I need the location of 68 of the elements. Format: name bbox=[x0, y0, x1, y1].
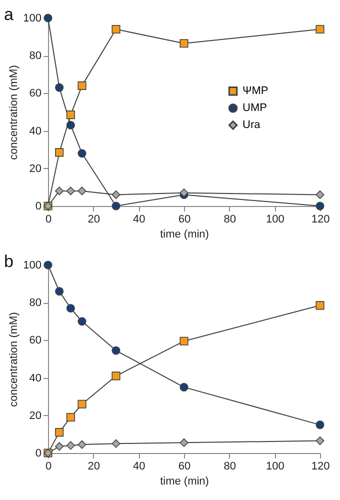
legend-label: ΨMP bbox=[242, 85, 268, 98]
point bbox=[180, 382, 188, 392]
point bbox=[55, 287, 64, 296]
x-tick-label: 80 bbox=[224, 214, 236, 226]
x-axis-title: time (min) bbox=[160, 228, 209, 240]
x-axis-title: time (min) bbox=[160, 476, 209, 488]
chart-title: a bbox=[4, 5, 14, 24]
point bbox=[112, 25, 120, 34]
point bbox=[112, 372, 120, 380]
point bbox=[316, 190, 324, 199]
point bbox=[316, 301, 324, 310]
x-tick-label: 100 bbox=[266, 214, 284, 226]
point bbox=[66, 110, 75, 120]
y-tick-label: 0 bbox=[35, 200, 42, 212]
point bbox=[55, 148, 64, 157]
point bbox=[66, 120, 75, 130]
point bbox=[180, 336, 188, 346]
point bbox=[112, 346, 120, 355]
point bbox=[112, 202, 120, 210]
x-tick-label: 40 bbox=[133, 460, 146, 472]
y-tick-label: 80 bbox=[29, 50, 42, 62]
point bbox=[66, 186, 75, 196]
y-tick-label: 60 bbox=[29, 88, 42, 100]
chart-title: b bbox=[4, 252, 14, 271]
x-tick-label: 0 bbox=[45, 460, 52, 472]
y-tick-label: 20 bbox=[29, 162, 42, 175]
y-tick-label: 40 bbox=[29, 125, 42, 138]
x-tick-label: 100 bbox=[266, 460, 284, 472]
y-tick-label: 100 bbox=[23, 12, 42, 24]
point bbox=[55, 428, 64, 437]
point bbox=[316, 420, 324, 430]
point bbox=[66, 441, 75, 450]
point bbox=[78, 317, 86, 326]
x-tick-label: 20 bbox=[88, 460, 100, 472]
point bbox=[78, 186, 86, 196]
point bbox=[112, 190, 120, 199]
point bbox=[112, 439, 120, 448]
point bbox=[78, 400, 86, 408]
y-tick-label: 100 bbox=[23, 260, 42, 272]
x-tick-label: 60 bbox=[178, 460, 191, 472]
legend-label: Ura bbox=[242, 119, 262, 132]
point bbox=[316, 436, 324, 446]
point bbox=[66, 304, 75, 313]
x-tick-label: 40 bbox=[133, 214, 146, 226]
y-axis-title: concentration (mM) bbox=[8, 65, 20, 160]
point bbox=[55, 186, 64, 196]
x-tick-label: 120 bbox=[311, 460, 330, 472]
y-tick-label: 0 bbox=[35, 448, 42, 460]
point bbox=[66, 413, 75, 422]
legend-label: UMP bbox=[242, 102, 267, 114]
x-tick-label: 60 bbox=[178, 214, 191, 226]
point bbox=[316, 25, 324, 34]
point bbox=[78, 81, 86, 90]
y-tick-label: 20 bbox=[29, 410, 42, 422]
point bbox=[55, 83, 64, 92]
point bbox=[180, 438, 188, 447]
y-tick-label: 40 bbox=[29, 372, 42, 384]
y-axis-title: concentration (mM) bbox=[8, 312, 20, 407]
y-tick-label: 80 bbox=[29, 297, 42, 310]
point bbox=[180, 39, 188, 48]
x-tick-label: 80 bbox=[224, 460, 236, 472]
point bbox=[78, 149, 86, 158]
x-tick-label: 0 bbox=[45, 214, 52, 226]
point bbox=[78, 440, 86, 449]
point bbox=[55, 442, 64, 451]
x-tick-label: 20 bbox=[88, 214, 100, 226]
x-tick-label: 120 bbox=[311, 214, 330, 226]
y-tick-label: 60 bbox=[29, 334, 42, 347]
